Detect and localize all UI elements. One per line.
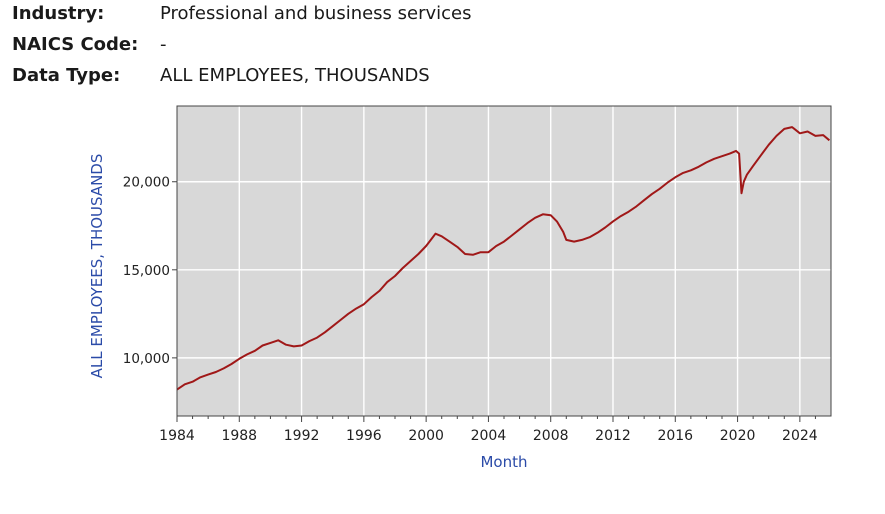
datatype-row: Data Type: ALL EMPLOYEES, THOUSANDS xyxy=(12,64,472,95)
y-tick-label: 15,000 xyxy=(123,263,170,279)
x-tick-label: 1992 xyxy=(284,428,320,444)
naics-value: - xyxy=(160,34,167,55)
x-tick-label: 1984 xyxy=(159,428,195,444)
industry-value: Professional and business services xyxy=(160,3,472,24)
x-ticks: 1984 1988 1992 1996 2000 2004 2008 2012 2016 2020… xyxy=(159,416,818,444)
industry-label: Industry: xyxy=(12,3,105,24)
x-tick-label: 2004 xyxy=(471,428,507,444)
x-tick-label: 1996 xyxy=(346,428,382,444)
x-tick-label: 2012 xyxy=(595,428,631,444)
series-line xyxy=(176,126,831,391)
y-tick-label: 20,000 xyxy=(123,175,170,191)
naics-label: NAICS Code: xyxy=(12,34,139,55)
x-tick-label: 2024 xyxy=(782,428,818,444)
series-group xyxy=(176,126,831,391)
y-tick-label: 10,000 xyxy=(123,351,170,367)
industry-row: Industry: Professional and business serv… xyxy=(12,2,472,33)
y-axis-title: ALL EMPLOYEES, THOUSANDS xyxy=(88,154,106,379)
grid-lines xyxy=(177,106,831,416)
x-tick-label: 2016 xyxy=(657,428,693,444)
x-tick-label: 1988 xyxy=(221,428,257,444)
plot-area xyxy=(177,106,831,416)
series-metadata: Industry: Professional and business serv… xyxy=(12,2,472,95)
naics-row: NAICS Code: - xyxy=(12,33,472,64)
datatype-label: Data Type: xyxy=(12,65,121,86)
x-tick-label: 2000 xyxy=(408,428,444,444)
x-tick-label: 2020 xyxy=(720,428,756,444)
datatype-value: ALL EMPLOYEES, THOUSANDS xyxy=(160,65,430,86)
y-ticks: 10,000 15,000 20,000 xyxy=(123,175,177,367)
x-axis-title: Month xyxy=(480,453,527,471)
x-tick-label: 2008 xyxy=(533,428,569,444)
